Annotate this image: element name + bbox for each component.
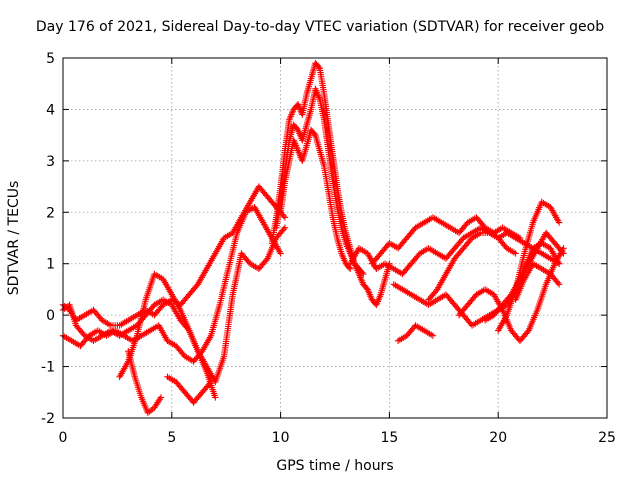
x-tick-label: 15 (380, 430, 398, 446)
data-point (559, 248, 566, 256)
data-point (554, 279, 562, 287)
data-point (524, 328, 531, 336)
data-point (280, 212, 287, 220)
x-axis-label: GPS time / hours (276, 458, 393, 474)
y-axis-label: SDTVAR / TECUs (6, 181, 22, 296)
data-point (555, 281, 563, 288)
data-point (263, 256, 270, 264)
y-tick-label: 1 (46, 257, 55, 273)
series-arc-11 (368, 214, 524, 267)
series-arc-9 (277, 126, 354, 273)
series-arc-13 (394, 322, 437, 345)
series-arc-6 (164, 373, 215, 406)
data-point (212, 394, 219, 401)
x-tick-label: 20 (489, 430, 507, 446)
data-point (207, 378, 215, 386)
data-point (555, 219, 563, 226)
y-tick-label: 0 (46, 308, 55, 324)
data-point (311, 130, 318, 138)
data-point (315, 63, 322, 71)
x-tick-label: 0 (59, 430, 68, 446)
series-arc-18 (512, 260, 563, 303)
series-arc-15 (455, 245, 567, 345)
series-arc-3 (59, 224, 289, 386)
data-point (359, 269, 366, 276)
y-tick-label: 4 (46, 102, 55, 118)
y-tick-label: 5 (46, 51, 55, 67)
x-tick-label: 5 (167, 430, 176, 446)
series-arc-17 (495, 198, 563, 334)
data-point (345, 264, 353, 271)
grid-lines (63, 58, 607, 418)
data-point (280, 225, 287, 233)
series-arc-14 (425, 229, 519, 303)
plot-frame (62, 57, 608, 419)
axis-ticks: 0 5 10 15 20 25 -2 -1 0 1 2 3 4 5 (41, 51, 616, 446)
y-tick-label: -2 (41, 411, 55, 427)
data-point (560, 250, 567, 257)
x-tick-label: 10 (272, 430, 290, 446)
data-point (281, 224, 289, 231)
data-point (157, 394, 165, 401)
x-tick-label: 25 (598, 430, 616, 446)
data-point (516, 234, 524, 242)
data-point (281, 214, 289, 221)
data-point (206, 380, 213, 387)
data-marks (59, 59, 567, 417)
y-tick-label: 2 (46, 205, 55, 221)
chart-title: Day 176 of 2021, Sidereal Day-to-day VTE… (36, 19, 604, 35)
y-tick-label: -1 (41, 360, 55, 376)
series-arc-5 (125, 347, 165, 417)
data-point (512, 250, 519, 257)
data-point (277, 250, 284, 257)
data-point (429, 332, 437, 339)
y-tick-label: 3 (46, 154, 55, 170)
data-point (360, 270, 367, 278)
